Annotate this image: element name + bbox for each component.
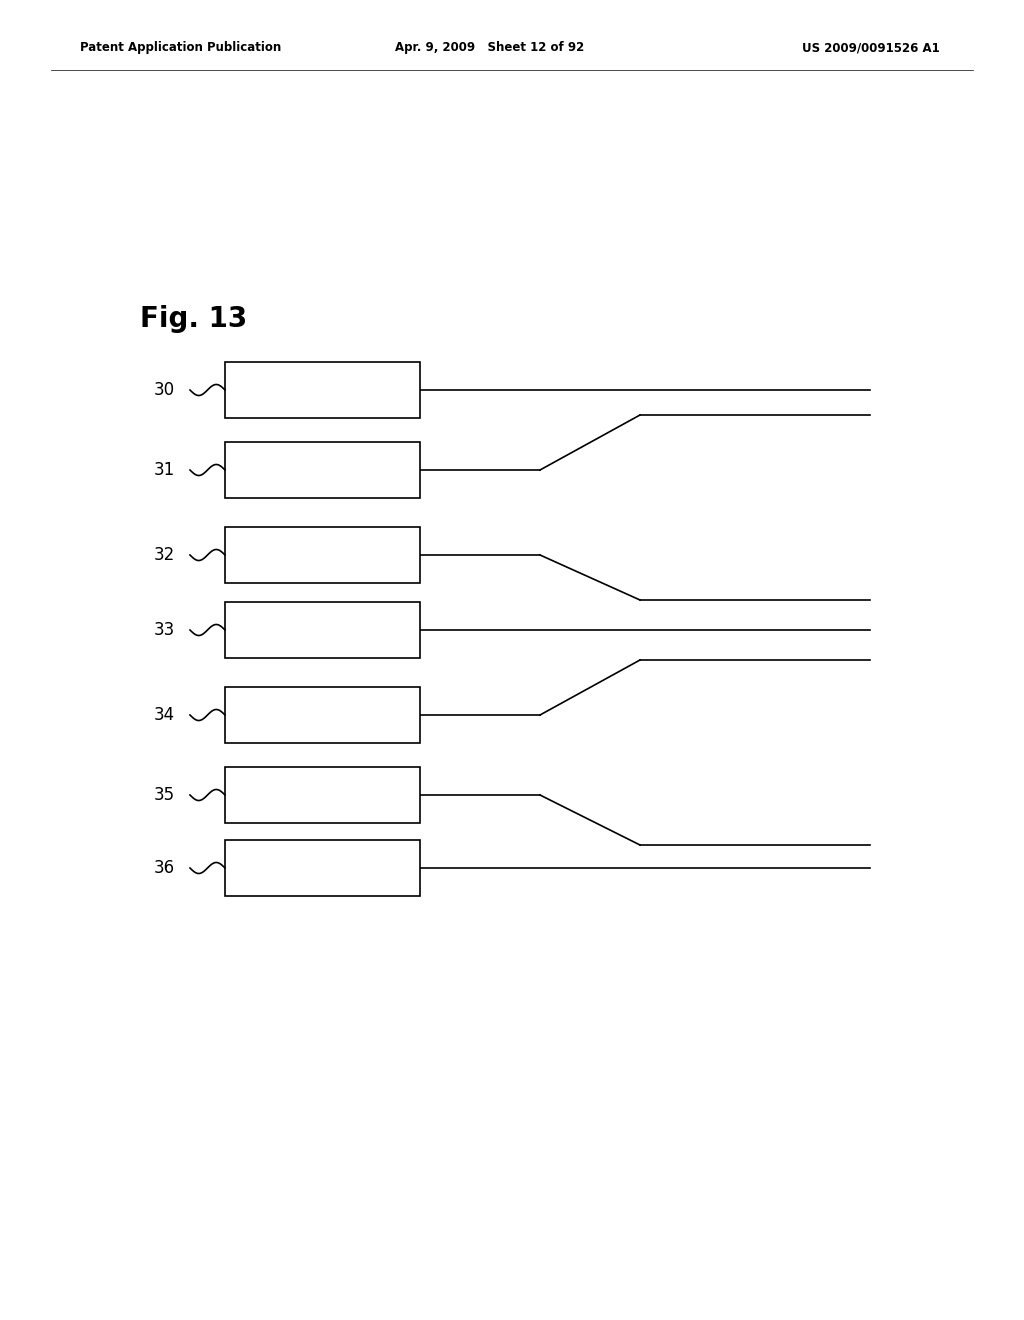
Bar — [225, 602, 420, 657]
Text: Apr. 9, 2009   Sheet 12 of 92: Apr. 9, 2009 Sheet 12 of 92 — [395, 41, 585, 54]
Text: US 2009/0091526 A1: US 2009/0091526 A1 — [802, 41, 940, 54]
Text: 35: 35 — [154, 785, 175, 804]
Bar — [225, 527, 420, 583]
Bar — [225, 442, 420, 498]
Bar — [225, 362, 420, 418]
Text: 34: 34 — [154, 706, 175, 723]
Text: Fig. 13: Fig. 13 — [140, 305, 247, 333]
Text: Patent Application Publication: Patent Application Publication — [80, 41, 282, 54]
Bar — [225, 840, 420, 896]
Text: 31: 31 — [154, 461, 175, 479]
Bar — [225, 767, 420, 822]
Bar — [225, 686, 420, 743]
Text: 33: 33 — [154, 620, 175, 639]
Text: 36: 36 — [154, 859, 175, 876]
Text: 32: 32 — [154, 546, 175, 564]
Text: 30: 30 — [154, 381, 175, 399]
